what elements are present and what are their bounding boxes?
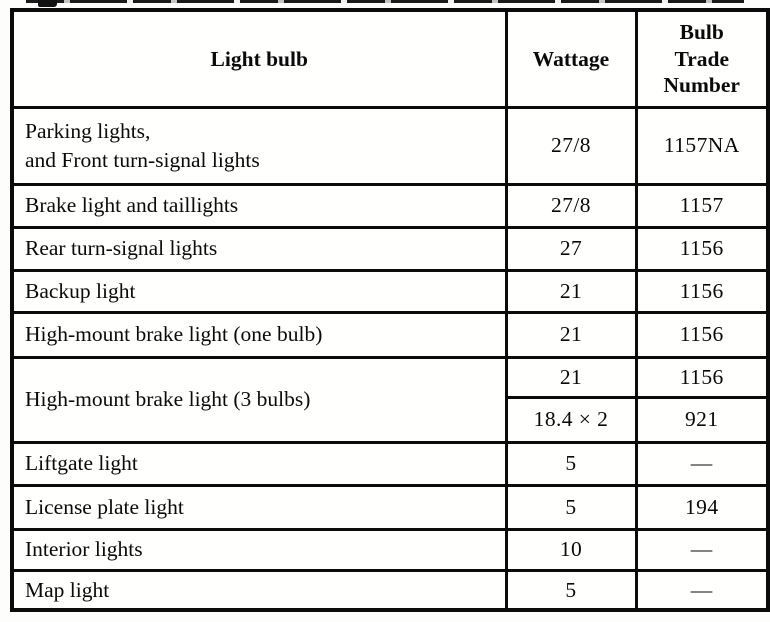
- bulb-name-cell: Brake light and taillights: [10, 182, 508, 229]
- table-row: License plate light 5 194: [10, 483, 770, 531]
- scan-artifact-descender-mark: [38, 0, 57, 7]
- table-row: High-mount brake light (3 bulbs) 21 1156: [10, 355, 770, 444]
- column-header-wattage: Wattage: [504, 8, 638, 109]
- trade-number-cell: 1157NA: [634, 105, 770, 186]
- wattage-cell: 5: [504, 568, 638, 612]
- table-row: Liftgate light 5 —: [10, 440, 770, 487]
- wattage-cell: 21: [504, 268, 638, 314]
- table-row: Backup light 21 1156: [10, 268, 770, 314]
- wattage-cell: 5: [504, 483, 638, 531]
- bulb-name-cell: Parking lights, and Front turn-signal li…: [10, 105, 508, 186]
- column-header-light-bulb: Light bulb: [10, 8, 508, 109]
- trade-number-cell: 1156: [634, 310, 770, 359]
- table-row: High-mount brake light (one bulb) 21 115…: [10, 310, 770, 359]
- wattage-cell: 27/8: [504, 182, 638, 229]
- trade-number-cell: —: [634, 527, 770, 572]
- trade-number-cell: 1156: [634, 225, 770, 272]
- wattage-cell: 27/8: [504, 105, 638, 186]
- trade-number-cell: 1156: [634, 355, 770, 399]
- bulb-name-cell: Liftgate light: [10, 440, 508, 487]
- table-row: Interior lights 10 —: [10, 527, 770, 572]
- bulb-name-cell: High-mount brake light (3 bulbs): [10, 355, 508, 444]
- trade-number-cell: 194: [634, 483, 770, 531]
- wattage-cell: 18.4 × 2: [504, 395, 638, 444]
- trade-number-cell: —: [634, 440, 770, 487]
- table-row: Rear turn-signal lights 27 1156: [10, 225, 770, 272]
- bulb-name-cell: License plate light: [10, 483, 508, 531]
- table-row: Parking lights, and Front turn-signal li…: [10, 105, 770, 186]
- bulb-name-cell: High-mount brake light (one bulb): [10, 310, 508, 359]
- table-sub-row: 18.4 × 2 921: [12, 395, 770, 444]
- bulb-name-cell: Rear turn-signal lights: [10, 225, 508, 272]
- scan-artifact-top-line: [26, 0, 744, 3]
- bulb-name-cell: Backup light: [10, 268, 508, 314]
- trade-number-cell: 1157: [634, 182, 770, 229]
- column-header-bulb-trade-number: Bulb Trade Number: [634, 8, 770, 109]
- table-row: Brake light and taillights 27/8 1157: [10, 182, 770, 229]
- table-row: Map light 5 —: [10, 568, 770, 612]
- bulb-name-cell: Map light: [10, 568, 508, 612]
- trade-number-cell: —: [634, 568, 770, 612]
- wattage-cell: 27: [504, 225, 638, 272]
- table-header-row: Light bulb Wattage Bulb Trade Number: [10, 8, 770, 109]
- trade-number-cell: 921: [634, 395, 770, 444]
- wattage-cell: 21: [504, 355, 638, 399]
- wattage-cell: 5: [504, 440, 638, 487]
- trade-number-cell: 1156: [634, 268, 770, 314]
- wattage-cell: 21: [504, 310, 638, 359]
- wattage-cell: 10: [504, 527, 638, 572]
- light-bulb-spec-table: Light bulb Wattage Bulb Trade Number Par…: [10, 8, 770, 612]
- bulb-name-cell: Interior lights: [10, 527, 508, 572]
